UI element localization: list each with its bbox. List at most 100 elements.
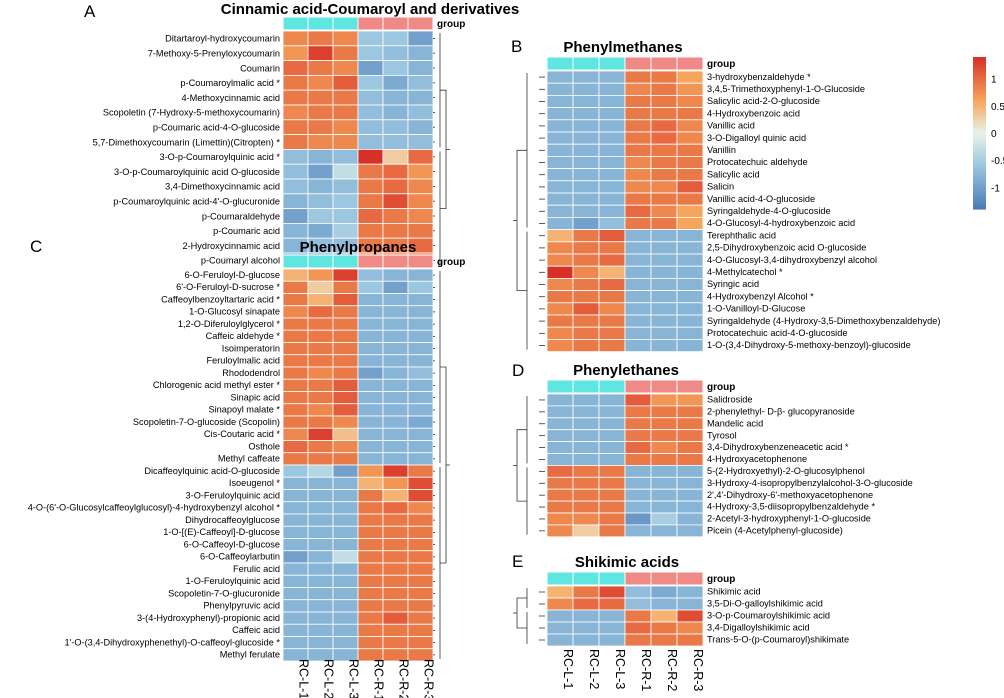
heatmap-cell [407,45,434,61]
row-label: Cis-Coutaric acid * [204,429,280,439]
heatmap-cell [676,119,704,133]
heatmap-cell [357,391,384,405]
heatmap-cell [282,599,309,613]
heatmap-cell [650,95,678,109]
heatmap-cell [307,501,334,515]
heatmap-cell [598,180,626,194]
heatmap-cell [282,489,309,503]
row-label: p-Coumaric acid [213,226,280,236]
heatmap-cell [572,464,600,478]
heatmap-cell [357,513,384,527]
heatmap-cell [307,119,334,136]
heatmap-cell [332,178,359,195]
heatmap-cell [650,168,678,182]
row-label: 3,4-Dimethoxycinnamic acid [165,182,280,192]
heatmap-cell [676,393,704,407]
row-label: Scopoletin (7-Hydroxy-5-methoxycoumarin) [103,108,280,118]
heatmap-cell [650,192,678,206]
row-label: 4-Hydroxyacetophenone [707,454,807,464]
heatmap-cell [307,378,334,392]
heatmap-cell [624,338,652,352]
colorbar-segment [973,135,986,139]
heatmap-cell [676,429,704,443]
dendrogram-link [440,366,447,564]
heatmap-cell [357,378,384,392]
group-cell [572,379,600,394]
row-label: 2-phenylethyl- D-β- glucopyranoside [707,406,855,416]
heatmap-cell [382,391,409,405]
colorbar-segment [973,168,986,172]
heatmap-cell [357,268,384,282]
heatmap-cell [407,193,434,210]
group-cell [676,379,704,394]
heatmap-cell [676,417,704,431]
heatmap-cell [382,268,409,282]
heatmap-cell [307,415,334,429]
heatmap-cell [624,302,652,316]
row-label: 4-Hydroxybenzoic acid [707,108,800,118]
colorbar-segment [973,72,986,76]
heatmap-cell [307,538,334,552]
heatmap-cell [546,70,574,84]
heatmap-cell [332,148,359,165]
heatmap-cell [624,405,652,419]
heatmap-cell [307,366,334,380]
row-label: Protocatechuic aldehyde [707,157,808,167]
colorbar-segment [973,181,986,185]
heatmap-cell [676,265,704,279]
heatmap-cell [676,277,704,291]
heatmap-cell [676,609,704,623]
heatmap-cell [307,89,334,106]
heatmap-cell [282,134,309,150]
group-cell [624,571,652,586]
colorbar-segment [973,95,986,99]
heatmap-cell [357,366,384,380]
heatmap-cell [546,204,574,218]
heatmap-cell [598,107,626,121]
heatmap-cell [307,280,334,294]
row-label: Vanillic acid-4-O-glucoside [707,194,815,204]
heatmap-cell [357,293,384,307]
heatmap-cell [307,403,334,417]
group-cell [650,379,678,394]
heatmap-cell [307,599,334,613]
heatmap-cell [598,633,626,647]
colorbar-segment [973,206,986,210]
heatmap-cell [598,524,626,538]
row-label: Sinapic acid [230,392,280,402]
heatmap-cell [382,501,409,515]
colorbar-segment [973,183,986,187]
heatmap-cell [572,265,600,279]
row-label: 4-Methylcatechol * [707,267,783,277]
heatmap-cell [598,265,626,279]
heatmap-cell [676,476,704,490]
heatmap-cell [546,441,574,454]
heatmap-cell [382,574,409,588]
heatmap-cell [282,562,309,576]
row-label: Salidroside [707,395,752,405]
colorbar-tick-label: 0.5 [991,102,1004,113]
row-label: 3,4-Dihydroxybenzeneacetic acid * [707,442,849,452]
group-cell [382,16,409,31]
heatmap-cell [382,440,409,454]
heatmap-cell [282,538,309,552]
heatmap-cell [382,476,409,490]
heatmap-cell [382,329,409,343]
heatmap-cell [382,342,409,356]
row-label: 2,5-Dihydroxybenzoic acid O-glucoside [707,243,866,253]
heatmap-cell [332,45,359,61]
heatmap-cell [407,513,434,527]
heatmap-cell [407,464,434,478]
heatmap-cell [598,70,626,84]
heatmap-cell [407,280,434,294]
heatmap-cell [332,440,359,454]
row-label: 4-O-Glucosyl-4-hydroxybenzoic acid [707,218,855,228]
heatmap-cell [307,452,334,466]
heatmap-cell [624,633,652,647]
colorbar-segment [973,196,986,200]
colorbar-tick-label: 1 [991,75,997,86]
row-label: Caffeic aldehyde * [206,331,281,341]
column-label: RC-R-2 [397,659,411,698]
heatmap-cell [650,107,678,121]
row-label: Methyl ferulate [220,650,280,660]
